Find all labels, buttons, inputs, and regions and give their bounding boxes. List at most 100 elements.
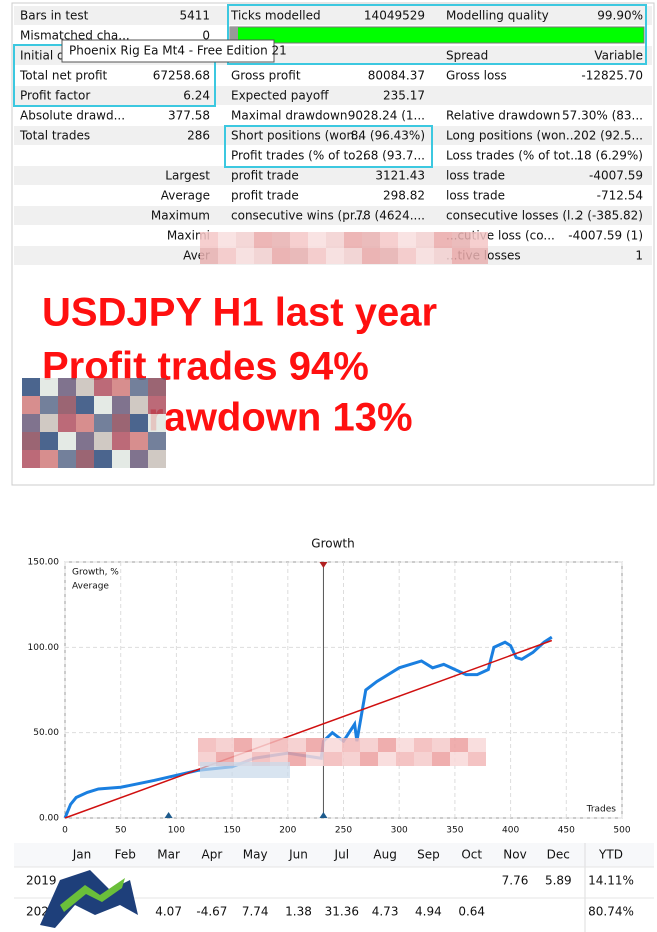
blur-block bbox=[396, 752, 414, 766]
row-bg bbox=[14, 166, 652, 185]
blur-block bbox=[94, 432, 112, 450]
blur-block bbox=[450, 738, 468, 752]
blur-block bbox=[22, 450, 40, 468]
blur-block bbox=[148, 432, 166, 450]
report-cell: 3121.43 bbox=[375, 169, 425, 183]
blur-block bbox=[58, 396, 76, 414]
x-tick-label: 0 bbox=[62, 826, 68, 836]
report-cell: -4007.59 bbox=[589, 169, 643, 183]
blur-block bbox=[112, 414, 130, 432]
axis-marker bbox=[319, 812, 328, 818]
blur-block bbox=[378, 738, 396, 752]
blur bbox=[200, 232, 488, 264]
x-tick-label: 350 bbox=[446, 826, 463, 836]
blur-block bbox=[450, 752, 468, 766]
month-value: 14.11% bbox=[588, 874, 634, 888]
blur-block bbox=[468, 752, 486, 766]
blur-block bbox=[58, 378, 76, 396]
x-tick-label: 500 bbox=[613, 826, 630, 836]
report-cell: 6.24 bbox=[183, 89, 210, 103]
blur-block bbox=[94, 378, 112, 396]
report-cell: consecutive losses (l... bbox=[446, 209, 582, 223]
blur-block bbox=[326, 232, 344, 248]
month-value: 5.89 bbox=[545, 874, 572, 888]
month-header: Oct bbox=[461, 848, 482, 862]
blur-block bbox=[130, 396, 148, 414]
month-header: Apr bbox=[202, 848, 223, 862]
x-tick-label: 150 bbox=[224, 826, 241, 836]
blur-block bbox=[414, 738, 432, 752]
report-cell: 78 (4624.... bbox=[355, 209, 425, 223]
blur-block bbox=[200, 762, 290, 778]
report-cell: 57.30% (83... bbox=[562, 109, 643, 123]
month-header: Jun bbox=[288, 848, 308, 862]
y-tick-label: 100.00 bbox=[28, 643, 60, 653]
blur-block bbox=[76, 432, 94, 450]
report-cell: -4007.59 (1) bbox=[568, 229, 643, 243]
blur-block bbox=[58, 414, 76, 432]
month-header: Jan bbox=[72, 848, 92, 862]
blur-block bbox=[324, 752, 342, 766]
month-header: Mar bbox=[157, 848, 180, 862]
report-cell: 202 (92.5... bbox=[573, 129, 643, 143]
blur-block bbox=[216, 738, 234, 752]
blur-block bbox=[470, 232, 488, 248]
blur-block bbox=[40, 396, 58, 414]
report-cell: 5411 bbox=[179, 9, 210, 23]
blur-block bbox=[198, 738, 216, 752]
report-cell: Maximal drawdown bbox=[231, 109, 347, 123]
report-cell: -12825.70 bbox=[581, 69, 643, 83]
report-cell: 1 bbox=[635, 249, 643, 263]
report-cell: Variable bbox=[594, 49, 643, 63]
report-cell: Average bbox=[161, 189, 210, 203]
axis-marker bbox=[164, 812, 173, 818]
blur-block bbox=[306, 752, 324, 766]
blur-block bbox=[130, 414, 148, 432]
report-cell: 9028.24 (1... bbox=[348, 109, 425, 123]
blur-block bbox=[112, 396, 130, 414]
blur-block bbox=[58, 432, 76, 450]
blur-block bbox=[76, 378, 94, 396]
report-cell: Profit factor bbox=[20, 89, 90, 103]
x-axis-label: Trades bbox=[586, 805, 617, 815]
report-cell: Total net profit bbox=[19, 69, 108, 83]
blur-block bbox=[94, 396, 112, 414]
blur-block bbox=[288, 738, 306, 752]
overlay-text: USDJPY H1 last year bbox=[42, 291, 437, 335]
row-bg bbox=[14, 206, 652, 225]
report-cell: Maximum bbox=[151, 209, 210, 223]
blur-block bbox=[416, 248, 434, 264]
report-cell: Maximi bbox=[167, 229, 210, 243]
report-cell: Initial d bbox=[20, 49, 65, 63]
report-cell: -712.54 bbox=[597, 189, 643, 203]
blur-block bbox=[130, 432, 148, 450]
report-cell: 84 (96.43%) bbox=[351, 129, 425, 143]
report-cell: 286 bbox=[187, 129, 210, 143]
x-tick-label: 100 bbox=[168, 826, 185, 836]
blur-block bbox=[200, 248, 218, 264]
month-header-bg bbox=[14, 843, 654, 867]
month-header: Jul bbox=[334, 848, 349, 862]
month-header: Feb bbox=[115, 848, 136, 862]
blur-block bbox=[40, 450, 58, 468]
month-value: 7.76 bbox=[502, 874, 529, 888]
blur-block bbox=[272, 248, 290, 264]
blur-block bbox=[130, 450, 148, 468]
blur-block bbox=[398, 232, 416, 248]
blur-block bbox=[306, 738, 324, 752]
month-value: 80.74% bbox=[588, 905, 634, 919]
blur-block bbox=[218, 232, 236, 248]
month-header: May bbox=[243, 848, 268, 862]
blur-block bbox=[434, 232, 452, 248]
blur bbox=[22, 378, 166, 468]
report-cell: 67258.68 bbox=[153, 69, 210, 83]
cursor-marker bbox=[319, 562, 328, 568]
report-cell: 268 (93.7... bbox=[355, 149, 425, 163]
blur-block bbox=[270, 738, 288, 752]
month-value: 1.38 bbox=[285, 905, 312, 919]
year: 2019 bbox=[26, 874, 57, 888]
report-cell: profit trade bbox=[231, 169, 299, 183]
report-cell: profit trade bbox=[231, 189, 299, 203]
blur-block bbox=[148, 396, 166, 414]
